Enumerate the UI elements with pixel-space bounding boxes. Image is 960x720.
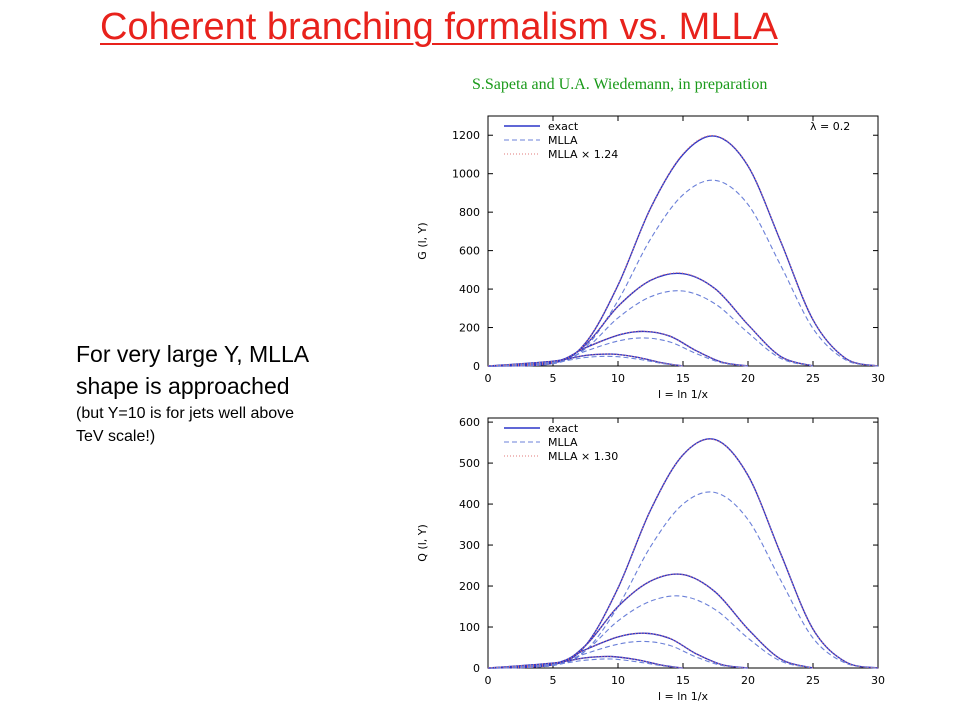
q-chart-y-tick-label: 300 bbox=[459, 539, 480, 552]
g-chart-curve-exact-3 bbox=[487, 272, 814, 367]
g-chart-x-tick-label: 20 bbox=[741, 372, 755, 385]
g-chart-x-tick-label: 5 bbox=[550, 372, 557, 385]
slide-title: Coherent branching formalism vs. MLLA bbox=[100, 6, 778, 48]
body-text-line-1: For very large Y, MLLA bbox=[76, 341, 310, 367]
body-text: For very large Y, MLLA shape is approach… bbox=[76, 338, 416, 448]
q-chart-legend-label-dashed: MLLA bbox=[548, 436, 578, 449]
g-chart-y-tick-label: 600 bbox=[459, 245, 480, 258]
g-chart-curve-mlla-4 bbox=[487, 290, 814, 367]
chart-q-panel: 0 5 10 15 20 25 30 0 100 200 300 400 500 600 l = ln 1/… bbox=[406, 402, 900, 708]
g-chart-y-tick-label: 400 bbox=[459, 283, 480, 296]
q-chart-x-tick-label: 30 bbox=[871, 674, 885, 687]
g-chart-x-tick-label: 0 bbox=[485, 372, 492, 385]
g-chart-x-tick-label: 30 bbox=[871, 372, 885, 385]
q-chart-x-tick-label: 5 bbox=[550, 674, 557, 687]
g-chart-x-tick-label: 10 bbox=[611, 372, 625, 385]
q-chart-curve-mlla-1-30-2 bbox=[487, 438, 879, 669]
g-chart-legend-label-solid: exact bbox=[548, 120, 579, 133]
g-chart-y-tick-label: 800 bbox=[459, 206, 480, 219]
q-chart-y-tick-label: 400 bbox=[459, 498, 480, 511]
q-chart-x-tick-label: 0 bbox=[485, 674, 492, 687]
q-chart-x-tick-label: 25 bbox=[806, 674, 820, 687]
credit-line: S.Sapeta and U.A. Wiedemann, in preparat… bbox=[472, 76, 768, 93]
q-chart-curve-exact-9 bbox=[487, 655, 684, 669]
q-chart-y-axis-label: Q (l, Y) bbox=[416, 524, 429, 562]
chart-g-svg: 0 5 10 15 20 25 30 0 200 400 600 800 1000 1200 l = ln … bbox=[416, 115, 885, 401]
g-chart-y-tick-label: 0 bbox=[473, 360, 480, 373]
q-chart-curve-exact-0 bbox=[487, 438, 879, 669]
q-chart-y-tick-label: 100 bbox=[459, 621, 480, 634]
g-chart-y-tick-label: 200 bbox=[459, 322, 480, 335]
g-chart-curve-exact-6 bbox=[487, 330, 749, 367]
q-chart-legend-label-dotted: MLLA × 1.30 bbox=[548, 450, 618, 463]
q-chart-y-tick-label: 600 bbox=[459, 416, 480, 429]
g-chart-curve-mlla-10 bbox=[487, 355, 684, 367]
q-chart-x-tick-label: 15 bbox=[676, 674, 690, 687]
q-chart-y-tick-label: 200 bbox=[459, 580, 480, 593]
g-chart-x-axis-label: l = ln 1/x bbox=[658, 388, 708, 401]
q-chart-legend-label-solid: exact bbox=[548, 422, 579, 435]
g-chart-curve-exact-9 bbox=[487, 353, 684, 367]
body-text-line-4: TeV scale!) bbox=[76, 428, 156, 445]
g-chart-legend-label-dashed: MLLA bbox=[548, 134, 578, 147]
body-text-line-2: shape is approached bbox=[76, 373, 290, 399]
chart-g-panel: 0 5 10 15 20 25 30 0 200 400 600 800 1000 1200 l = ln … bbox=[406, 100, 900, 406]
q-chart-curve-mlla-1-30-8 bbox=[487, 632, 749, 669]
q-chart-curve-mlla-4 bbox=[487, 595, 814, 669]
q-chart-y-tick-label: 500 bbox=[459, 457, 480, 470]
q-chart-curve-mlla-1 bbox=[487, 491, 879, 669]
g-chart-curve-mlla-1-24-5 bbox=[487, 272, 814, 367]
q-chart-curve-mlla-1-30-5 bbox=[487, 573, 814, 669]
g-chart-lambda-annotation: λ = 0.2 bbox=[810, 120, 850, 133]
q-chart-curve-exact-3 bbox=[487, 573, 814, 669]
g-chart-curve-mlla-1-24-2 bbox=[487, 134, 879, 367]
q-chart-curve-mlla-1-30-11 bbox=[487, 655, 684, 669]
g-chart-y-axis-label: G (l, Y) bbox=[416, 222, 429, 259]
g-chart-y-tick-label: 1200 bbox=[452, 129, 480, 142]
g-chart-y-tick-label: 1000 bbox=[452, 168, 480, 181]
body-text-line-3: (but Y=10 is for jets well above bbox=[76, 405, 295, 422]
q-chart-curve-exact-6 bbox=[487, 632, 749, 669]
g-chart-curve-mlla-1-24-8 bbox=[487, 330, 749, 367]
q-chart-y-tick-label: 0 bbox=[473, 662, 480, 675]
g-chart-x-tick-label: 25 bbox=[806, 372, 820, 385]
g-chart-curve-exact-0 bbox=[487, 135, 879, 367]
q-chart-x-axis-label: l = ln 1/x bbox=[658, 690, 708, 703]
g-chart-legend-label-dotted: MLLA × 1.24 bbox=[548, 148, 618, 161]
q-chart-x-tick-label: 10 bbox=[611, 674, 625, 687]
g-chart-x-tick-label: 15 bbox=[676, 372, 690, 385]
q-chart-x-tick-label: 20 bbox=[741, 674, 755, 687]
g-chart-curve-mlla-1-24-11 bbox=[487, 353, 684, 367]
